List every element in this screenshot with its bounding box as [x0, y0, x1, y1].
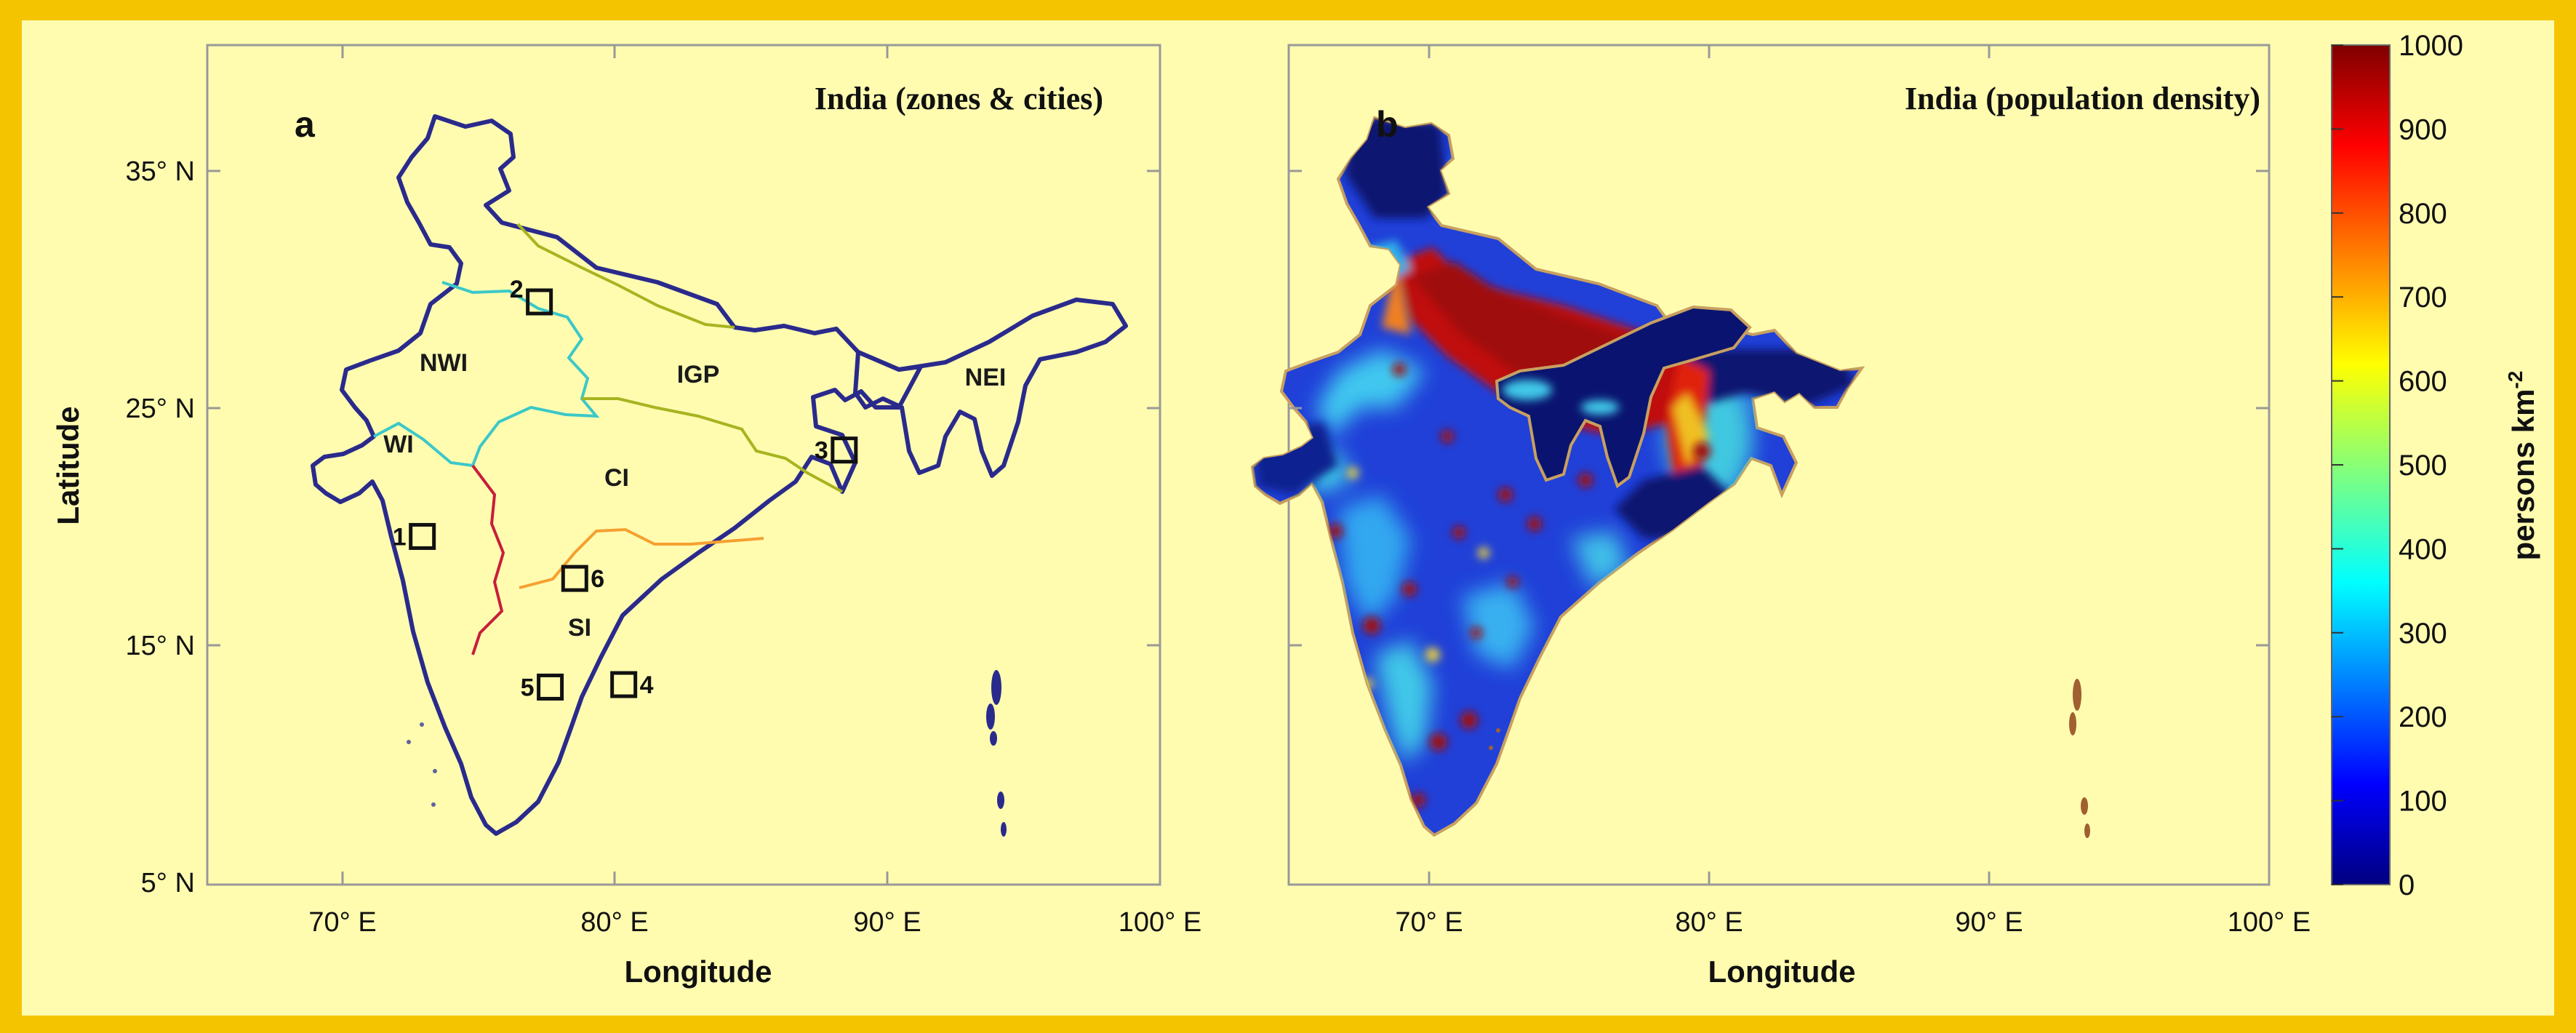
population-density-map: [1250, 116, 2090, 838]
panel-b-ticks: [1289, 45, 2269, 885]
colorbar-label-text: persons km: [2506, 389, 2540, 561]
panel-a-lon-tick-80: 80° E: [580, 907, 648, 938]
colorbar-tick-label: 900: [2399, 113, 2447, 145]
zone-label-nei: NEI: [965, 364, 1007, 391]
city-label-6: 6: [591, 565, 604, 593]
zone-label-ci: CI: [604, 464, 629, 492]
colorbar-tick-label: 600: [2399, 366, 2447, 398]
panel-a-xlabel: Longitude: [625, 954, 772, 989]
panel-a-letter: a: [295, 104, 316, 145]
igp-boundary: [516, 223, 843, 493]
city-marker-1: [409, 522, 436, 550]
panel-a-ticks: [207, 45, 1160, 885]
andaman-islands: [986, 670, 1007, 837]
panel-a-lat-tick-25: 25° N: [126, 394, 195, 424]
wi-boundary: [471, 464, 505, 655]
colorbar-tick-label: 1000: [2399, 30, 2463, 62]
panel-a-lon-tick-90: 90° E: [853, 907, 921, 938]
city-markers: 1 2 3 4 5 6: [393, 276, 858, 701]
panel-b-lon-tick-70: 70° E: [1395, 907, 1463, 938]
ci-si-boundary: [519, 527, 764, 589]
panel-b-letter: b: [1376, 104, 1399, 145]
panel-b: b India (population density) 70° E 80° E…: [1250, 44, 2311, 989]
city-marker-6: [561, 565, 588, 592]
city-label-1: 1: [393, 523, 407, 551]
panel-a-ylabel: Latitude: [51, 406, 85, 525]
city-label-5: 5: [521, 674, 535, 701]
colorbar-tick-label: 400: [2399, 533, 2447, 565]
zone-label-nwi: NWI: [420, 349, 468, 377]
panel-a-lat-tick-5: 5° N: [141, 868, 195, 898]
colorbar-tick-label: 200: [2399, 701, 2447, 733]
city-marker-5: [537, 673, 564, 701]
panel-a-plot-area: [206, 44, 1161, 886]
panel-b-lon-tick-80: 80° E: [1675, 907, 1743, 938]
city-label-2: 2: [510, 276, 524, 303]
panel-a-lon-tick-100: 100° E: [1119, 907, 1202, 938]
colorbar-tick-label: 500: [2399, 450, 2447, 482]
colorbar-tick-label: 700: [2399, 282, 2447, 314]
city-marker-4: [610, 671, 638, 698]
nwi-boundary: [373, 281, 600, 468]
zone-label-igp: IGP: [677, 361, 720, 388]
city-marker-3: [831, 436, 858, 464]
colorbar-label: persons km-2: [2504, 371, 2540, 561]
panel-a-title: India (zones & cities): [815, 81, 1103, 116]
zone-label-si: SI: [568, 614, 591, 642]
panel-a: NWI IGP NEI WI CI SI 1 2 3 4 5 6 a India (zon…: [51, 44, 1202, 989]
panel-a-lon-tick-70: 70° E: [308, 907, 376, 938]
panel-b-lon-tick-90: 90° E: [1955, 907, 2023, 938]
city-marker-2: [526, 288, 553, 316]
colorbar-tick-label: 100: [2399, 786, 2447, 818]
colorbar-label-sup: -2: [2504, 371, 2527, 389]
colorbar-tick-label: 0: [2399, 869, 2415, 901]
panel-a-lat-tick-35: 35° N: [126, 156, 195, 187]
northeast-outline: [853, 298, 1128, 478]
colorbar-tick-label: 300: [2399, 618, 2447, 650]
panel-b-title: India (population density): [1905, 81, 2260, 116]
lakshadweep-islands: [407, 722, 437, 807]
city-label-3: 3: [815, 437, 828, 465]
city-label-4: 4: [640, 671, 654, 699]
panel-b-lon-tick-100: 100° E: [2228, 907, 2311, 938]
panel-b-xlabel: Longitude: [1708, 954, 1856, 989]
panel-a-lat-tick-15: 15° N: [126, 631, 195, 661]
colorbar-tick-label: 800: [2399, 198, 2447, 230]
india-outline: [311, 114, 923, 836]
zone-label-wi: WI: [383, 431, 414, 458]
